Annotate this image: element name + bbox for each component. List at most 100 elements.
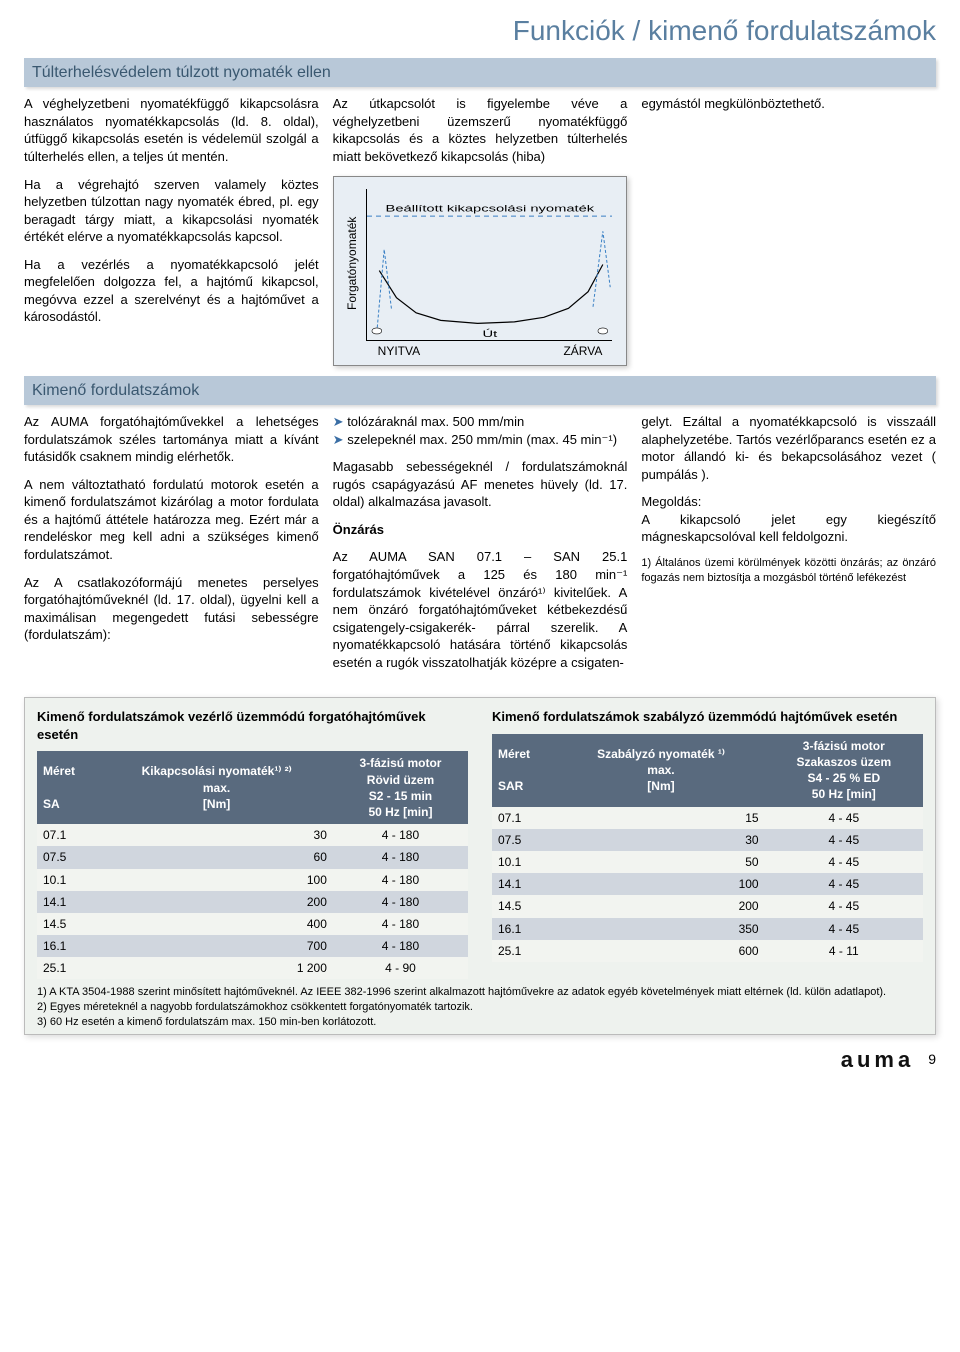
page-title: Funkciók / kimenő fordulatszámok — [24, 12, 936, 50]
table-right-title: Kimenő fordulatszámok szabályzó üzemmódú… — [492, 708, 923, 726]
table-cell: 4 - 45 — [765, 807, 923, 829]
table-cell: 30 — [100, 824, 333, 846]
table-row: 07.1154 - 45 — [492, 807, 923, 829]
footnote-line: 1) A KTA 3504-1988 szerint minősített ha… — [37, 985, 923, 1000]
table-cell: 600 — [557, 940, 764, 962]
tr-h2: Szabályzó nyomaték ¹⁾ max. [Nm] — [557, 734, 764, 807]
table-row: 10.1504 - 45 — [492, 851, 923, 873]
table-right-data: Méret SAR Szabályzó nyomaték ¹⁾ max. [Nm… — [492, 734, 923, 962]
table-cell: 07.5 — [37, 846, 100, 868]
table-cell: 700 — [100, 935, 333, 957]
table-cell: 10.1 — [492, 851, 557, 873]
s2r-p1: gelyt. Ezáltal a nyomatékkapcsoló is vis… — [641, 413, 936, 483]
page-footer: auma 9 — [24, 1045, 936, 1075]
table-cell: 14.1 — [492, 873, 557, 895]
s1-left-p3: Ha a vezérlés a nyomatékkapcsoló jelét m… — [24, 256, 319, 326]
table-left: Kimenő fordulatszámok vezérlő üzemmódú f… — [37, 708, 468, 979]
table-cell: 16.1 — [37, 935, 100, 957]
table-cell: 100 — [557, 873, 764, 895]
section1-left: A véghelyzetbeni nyomatékfüggő kikapcsol… — [24, 95, 319, 365]
section1-right: egymástól megkülönböztethető. — [641, 95, 936, 365]
s1-left-p2: Ha a végrehajtó szerven valamely köztes … — [24, 176, 319, 246]
table-right: Kimenő fordulatszámok szabályzó üzemmódú… — [492, 708, 923, 979]
table-cell: 60 — [100, 846, 333, 868]
bullet-item: szelepeknél max. 250 mm/min (max. 45 min… — [333, 431, 628, 449]
table-row: 07.1304 - 180 — [37, 824, 468, 846]
table-cell: 4 - 90 — [333, 957, 468, 979]
table-cell: 14.1 — [37, 891, 100, 913]
section1-columns: A véghelyzetbeni nyomatékfüggő kikapcsol… — [24, 95, 936, 365]
bullet-item: tolózáraknál max. 500 mm/min — [333, 413, 628, 431]
chart-x-left: NYITVA — [378, 343, 420, 359]
table-row: 14.54004 - 180 — [37, 913, 468, 935]
svg-text:Beállított kikapcsolási nyomat: Beállított kikapcsolási nyomaték — [385, 203, 595, 213]
table-left-title: Kimenő fordulatszámok vezérlő üzemmódú f… — [37, 708, 468, 743]
table-cell: 4 - 180 — [333, 913, 468, 935]
footnote-line: 3) 60 Hz esetén a kimenő fordulatszám ma… — [37, 1015, 923, 1030]
table-cell: 25.1 — [37, 957, 100, 979]
table-cell: 07.1 — [492, 807, 557, 829]
brand-logo: auma — [841, 1045, 914, 1075]
table-cell: 100 — [100, 869, 333, 891]
s1-left-p1: A véghelyzetbeni nyomatékfüggő kikapcsol… — [24, 95, 319, 165]
table-cell: 400 — [100, 913, 333, 935]
table-cell: 1 200 — [100, 957, 333, 979]
s1-right-p1: egymástól megkülönböztethető. — [641, 95, 936, 113]
s2r-fn: 1) Általános üzemi körülmények közötti ö… — [641, 556, 936, 586]
table-cell: 4 - 180 — [333, 891, 468, 913]
table-cell: 4 - 45 — [765, 851, 923, 873]
tl-h2: Kikapcsolási nyomaték¹⁾ ²⁾ max. [Nm] — [100, 751, 333, 824]
table-cell: 30 — [557, 829, 764, 851]
torque-chart: Forgatónyomaték Beállított kikapcsolási … — [333, 176, 628, 366]
section2-left: Az AUMA forgatóhajtóművekkel a lehetsége… — [24, 413, 319, 681]
table-cell: 50 — [557, 851, 764, 873]
s2m-p2: Az AUMA SAN 07.1 – SAN 25.1 forgatóhajtó… — [333, 548, 628, 671]
chart-ylabel: Forgatónyomaték — [344, 183, 362, 343]
section2-title: Kimenő fordulatszámok — [24, 376, 936, 406]
table-cell: 4 - 180 — [333, 824, 468, 846]
table-row: 07.5304 - 45 — [492, 829, 923, 851]
table-cell: 4 - 180 — [333, 935, 468, 957]
s2m-h: Önzárás — [333, 521, 628, 539]
section2-columns: Az AUMA forgatóhajtóművekkel a lehetsége… — [24, 413, 936, 681]
table-cell: 14.5 — [37, 913, 100, 935]
page-number: 9 — [928, 1050, 936, 1069]
table-cell: 200 — [557, 895, 764, 917]
table-cell: 07.1 — [37, 824, 100, 846]
table-cell: 4 - 45 — [765, 918, 923, 940]
s2l-p3: Az A csatlakozóformájú menetes perselyes… — [24, 574, 319, 644]
section2-middle: tolózáraknál max. 500 mm/minszelepeknél … — [333, 413, 628, 681]
table-row: 14.11004 - 45 — [492, 873, 923, 895]
table-cell: 4 - 45 — [765, 829, 923, 851]
table-cell: 4 - 180 — [333, 869, 468, 891]
table-row: 25.11 2004 - 90 — [37, 957, 468, 979]
table-cell: 4 - 45 — [765, 873, 923, 895]
s2r-p2: Megoldás: A kikapcsoló jelet egy kiegész… — [641, 493, 936, 546]
footnote-line: 2) Egyes méreteknél a nagyobb fordulatsz… — [37, 1000, 923, 1015]
svg-text:Út: Út — [482, 328, 497, 339]
table-cell: 4 - 180 — [333, 846, 468, 868]
s2l-p1: Az AUMA forgatóhajtóművekkel a lehetsége… — [24, 413, 319, 466]
table-row: 16.17004 - 180 — [37, 935, 468, 957]
table-cell: 16.1 — [492, 918, 557, 940]
tl-h1a: Méret SA — [37, 751, 100, 824]
s2-bullets: tolózáraknál max. 500 mm/minszelepeknél … — [333, 413, 628, 448]
table-cell: 10.1 — [37, 869, 100, 891]
table-row: 25.16004 - 11 — [492, 940, 923, 962]
section1-middle: Az útkapcsolót is figyelembe véve a végh… — [333, 95, 628, 365]
table-footnotes: 1) A KTA 3504-1988 szerint minősített ha… — [37, 985, 923, 1030]
table-left-data: Méret SA Kikapcsolási nyomaték¹⁾ ²⁾ max.… — [37, 751, 468, 979]
table-row: 14.12004 - 180 — [37, 891, 468, 913]
tl-h3: 3-fázisú motor Rövid üzem S2 - 15 min 50… — [333, 751, 468, 824]
table-cell: 4 - 45 — [765, 895, 923, 917]
table-cell: 15 — [557, 807, 764, 829]
table-cell: 14.5 — [492, 895, 557, 917]
tr-h3: 3-fázisú motor Szakaszos üzem S4 - 25 % … — [765, 734, 923, 807]
s2l-p2: A nem változtatható fordulatú motorok es… — [24, 476, 319, 564]
table-row: 16.13504 - 45 — [492, 918, 923, 940]
tables-box: Kimenő fordulatszámok vezérlő üzemmódú f… — [24, 697, 936, 1035]
table-cell: 200 — [100, 891, 333, 913]
chart-plot: Beállított kikapcsolási nyomaték Út — [366, 189, 613, 341]
table-cell: 350 — [557, 918, 764, 940]
table-row: 14.52004 - 45 — [492, 895, 923, 917]
